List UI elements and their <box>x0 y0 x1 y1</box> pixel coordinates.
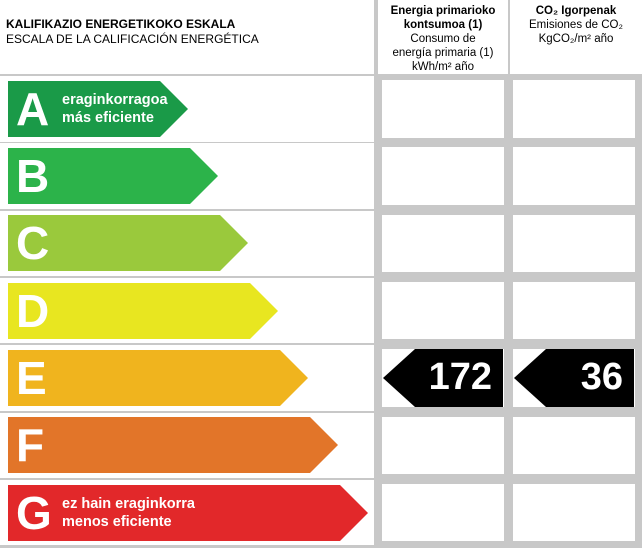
rating-arrow-g <box>8 484 368 541</box>
scale-title-basque: KALIFIKAZIO ENERGETIKOKO ESKALA <box>6 17 236 31</box>
rating-arrow-c <box>8 215 248 272</box>
rating-letter-g: G <box>16 486 52 539</box>
co2-cell-a <box>513 80 635 138</box>
co2-header-cell: CO₂ Igorpenak Emisiones de CO₂ KgCO₂/m² … <box>510 0 642 74</box>
rating-letter-f: F <box>16 419 45 472</box>
co2-badge-value: 36 <box>580 356 623 399</box>
rating-letter-e: E <box>16 351 47 404</box>
rating-arrow-b <box>8 148 218 205</box>
energy-header-line2: kontsumoa (1) <box>403 19 483 31</box>
co2-header: CO₂ Igorpenak Emisiones de CO₂ KgCO₂/m² … <box>510 4 642 46</box>
energy-header-cell: Energia primarioko kontsumoa (1) Consumo… <box>378 0 508 74</box>
energy-header-line4: energía primaria (1) <box>392 47 494 59</box>
scale-row-b: B <box>0 143 374 209</box>
energy-cell-e: 172 <box>382 349 504 408</box>
co2-cell-c <box>513 214 635 273</box>
energy-cell-a <box>382 80 504 138</box>
scale-header-cell: KALIFIKAZIO ENERGETIKOKO ESKALA ESCALA D… <box>0 0 374 74</box>
scale-row-e: E <box>0 345 374 411</box>
rating-sublabel-g: ez hain eraginkorra menos eficiente <box>62 495 195 531</box>
rating-letter-a: A <box>16 82 50 135</box>
rating-letter-c: C <box>16 217 50 270</box>
energy-header-line3: Consumo de <box>410 33 476 45</box>
energy-header: Energia primarioko kontsumoa (1) Consumo… <box>378 4 508 74</box>
scale-title: KALIFIKAZIO ENERGETIKOKO ESKALA ESCALA D… <box>6 17 259 47</box>
rating-sublabel-line2: menos eficiente <box>62 513 172 530</box>
energy-cell-g <box>382 483 504 542</box>
energy-badge-value: 172 <box>428 356 492 399</box>
energy-cell-c <box>382 214 504 273</box>
energy-header-line1: Energia primarioko <box>390 5 496 17</box>
rating-arrow-f <box>8 417 338 474</box>
co2-cell-d <box>513 281 635 340</box>
co2-cell-b <box>513 147 635 205</box>
rating-arrow-a <box>8 80 188 137</box>
energy-badge <box>383 349 503 408</box>
rating-arrow-d <box>8 282 278 339</box>
scale-row-f: F <box>0 412 374 478</box>
energy-cell-d <box>382 281 504 340</box>
co2-cell-g <box>513 483 635 542</box>
co2-badge <box>514 349 634 408</box>
co2-cell-f <box>513 416 635 474</box>
rating-sublabel-a: eraginkorragoa más eficiente <box>62 91 168 127</box>
rating-letter-b: B <box>16 150 50 203</box>
energy-header-line5: kWh/m² año <box>412 61 474 73</box>
rating-sublabel-line1: eraginkorragoa <box>62 91 168 108</box>
scale-row-d: D <box>0 277 374 344</box>
scale-row-c: C <box>0 210 374 277</box>
energy-cell-b <box>382 147 504 205</box>
co2-header-line3: KgCO₂/m² año <box>538 33 614 45</box>
rating-sublabel-line2: más eficiente <box>62 109 154 126</box>
rating-letter-d: D <box>16 284 50 337</box>
energy-cell-f <box>382 416 504 474</box>
co2-cell-e: 36 <box>513 349 635 408</box>
rating-arrow-e <box>8 349 308 406</box>
scale-title-spanish: ESCALA DE LA CALIFICACIÓN ENERGÉTICA <box>6 32 259 46</box>
co2-header-line1: CO₂ Igorpenak <box>535 5 617 17</box>
rating-sublabel-line1: ez hain eraginkorra <box>62 495 195 512</box>
co2-header-line2: Emisiones de CO₂ <box>529 19 623 31</box>
